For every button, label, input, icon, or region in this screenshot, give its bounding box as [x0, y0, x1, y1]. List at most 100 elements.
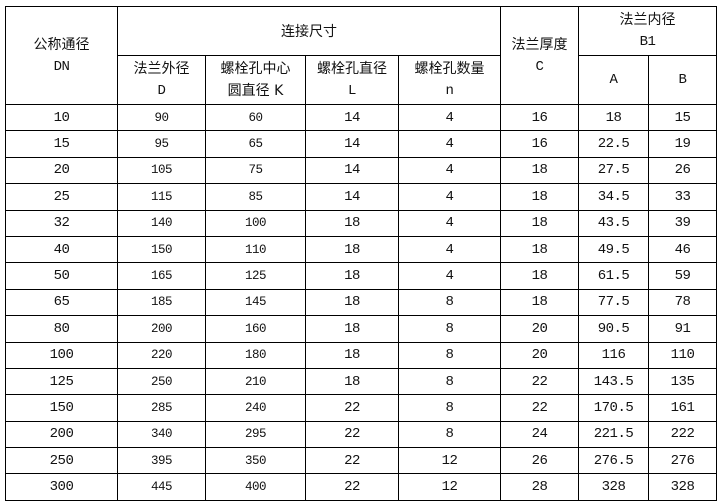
- cell-bolt-hole: 14: [305, 156, 399, 185]
- cell-inner-a: 90.5: [578, 315, 649, 343]
- cell-inner-a: 116: [578, 341, 649, 369]
- cell-bolt-count: 4: [398, 235, 501, 264]
- header-bolt-count: 螺栓孔数量 n: [398, 55, 501, 105]
- cell-thickness: 28: [500, 473, 579, 501]
- cell-dn: 100: [5, 341, 118, 369]
- cell-thickness: 16: [500, 103, 579, 132]
- table-body: 10 90 60 14 4 16 18 15 15 95 65 14 4 16 22.5 19 20 105 75 1…: [5, 103, 717, 501]
- cell-dn: 125: [5, 367, 118, 396]
- header-thickness-label: 法兰厚度: [511, 36, 568, 53]
- cell-outer-diameter: 395: [117, 447, 206, 475]
- header-inner-symbol: B1: [639, 34, 656, 50]
- cell-inner-b: 222: [648, 420, 717, 449]
- cell-bolt-hole: 18: [305, 235, 399, 264]
- cell-dn: 300: [5, 473, 118, 501]
- cell-outer-diameter: 140: [117, 209, 206, 237]
- cell-bolt-count: 8: [398, 315, 501, 343]
- cell-bolt-hole: 22: [305, 394, 399, 422]
- cell-outer-diameter: 220: [117, 341, 206, 369]
- header-bolt-count-label: 螺栓孔数量: [414, 61, 485, 77]
- cell-outer-diameter: 95: [117, 130, 206, 158]
- cell-inner-a: 34.5: [578, 183, 649, 211]
- cell-bolt-circle: 65: [205, 130, 306, 158]
- cell-bolt-hole: 22: [305, 420, 399, 449]
- cell-inner-a: 221.5: [578, 420, 649, 449]
- table-row: 125 250 210 18 8 22 143.5 135: [5, 367, 717, 396]
- cell-inner-b: 110: [648, 341, 717, 369]
- cell-bolt-circle: 350: [205, 447, 306, 475]
- cell-dn: 10: [5, 103, 118, 132]
- cell-inner-b: 135: [648, 367, 717, 396]
- header-bolt-hole: 螺栓孔直径 L: [305, 55, 399, 105]
- cell-outer-diameter: 340: [117, 420, 206, 449]
- header-bolt-hole-label: 螺栓孔直径: [317, 61, 387, 77]
- header-connection: 连接尺寸: [117, 6, 501, 56]
- cell-inner-a: 170.5: [578, 394, 649, 422]
- cell-dn: 20: [5, 156, 118, 185]
- table-row: 300 445 400 22 12 28 328 328: [5, 473, 717, 501]
- cell-dn: 40: [5, 235, 118, 264]
- cell-outer-diameter: 445: [117, 473, 206, 501]
- table-row: 250 395 350 22 12 26 276.5 276: [5, 447, 717, 475]
- table-row: 80 200 160 18 8 20 90.5 91: [5, 315, 717, 343]
- table-row: 20 105 75 14 4 18 27.5 26: [5, 156, 717, 185]
- cell-dn: 32: [5, 209, 118, 237]
- cell-inner-b: 26: [648, 156, 717, 185]
- cell-bolt-count: 4: [398, 156, 501, 185]
- cell-inner-b: 161: [648, 394, 717, 422]
- cell-thickness: 18: [500, 288, 579, 317]
- cell-thickness: 18: [500, 209, 579, 237]
- cell-dn: 250: [5, 447, 118, 475]
- cell-bolt-circle: 110: [205, 235, 306, 264]
- cell-bolt-count: 8: [398, 394, 501, 422]
- cell-bolt-count: 4: [398, 183, 501, 211]
- header-outer-label: 法兰外径: [133, 61, 190, 77]
- cell-thickness: 18: [500, 183, 579, 211]
- cell-bolt-hole: 14: [305, 183, 399, 211]
- cell-bolt-count: 8: [398, 288, 501, 317]
- cell-bolt-circle: 85: [205, 183, 306, 211]
- header-a: A: [578, 55, 649, 105]
- table-row: 50 165 125 18 4 18 61.5 59: [5, 262, 717, 290]
- cell-bolt-count: 4: [398, 262, 501, 290]
- cell-bolt-count: 12: [398, 447, 501, 475]
- header-dn-label: 公称通径: [33, 36, 90, 53]
- cell-bolt-circle: 125: [205, 262, 306, 290]
- cell-dn: 15: [5, 130, 118, 158]
- cell-bolt-count: 8: [398, 341, 501, 369]
- cell-inner-a: 143.5: [578, 367, 649, 396]
- cell-outer-diameter: 250: [117, 367, 206, 396]
- cell-inner-b: 276: [648, 447, 717, 475]
- table-row: 32 140 100 18 4 18 43.5 39: [5, 209, 717, 237]
- cell-bolt-circle: 400: [205, 473, 306, 501]
- cell-bolt-hole: 14: [305, 103, 399, 132]
- header-dn: 公称通径 DN: [5, 6, 118, 105]
- cell-thickness: 18: [500, 262, 579, 290]
- cell-inner-b: 46: [648, 235, 717, 264]
- cell-dn: 25: [5, 183, 118, 211]
- header-inner-label: 法兰内径: [619, 12, 676, 28]
- cell-outer-diameter: 115: [117, 183, 206, 211]
- cell-bolt-count: 8: [398, 367, 501, 396]
- cell-bolt-count: 8: [398, 420, 501, 449]
- header-outer-diameter: 法兰外径 D: [117, 55, 206, 105]
- header-inner-diameter: 法兰内径 B1: [578, 6, 717, 56]
- cell-bolt-circle: 100: [205, 209, 306, 237]
- cell-outer-diameter: 200: [117, 315, 206, 343]
- header-bolt-circle: 螺栓孔中心 圆直径 K: [205, 55, 306, 105]
- table-row: 150 285 240 22 8 22 170.5 161: [5, 394, 717, 422]
- cell-bolt-circle: 210: [205, 367, 306, 396]
- header-bolt-circle-symbol: 圆直径 K: [227, 83, 284, 99]
- cell-bolt-hole: 22: [305, 447, 399, 475]
- cell-inner-a: 49.5: [578, 235, 649, 264]
- header-thickness-symbol: C: [535, 58, 544, 75]
- cell-outer-diameter: 165: [117, 262, 206, 290]
- cell-inner-a: 61.5: [578, 262, 649, 290]
- cell-bolt-hole: 14: [305, 130, 399, 158]
- cell-inner-b: 328: [648, 473, 717, 501]
- cell-bolt-hole: 18: [305, 209, 399, 237]
- cell-bolt-count: 4: [398, 130, 501, 158]
- cell-inner-b: 91: [648, 315, 717, 343]
- table-row: 25 115 85 14 4 18 34.5 33: [5, 183, 717, 211]
- cell-thickness: 18: [500, 156, 579, 185]
